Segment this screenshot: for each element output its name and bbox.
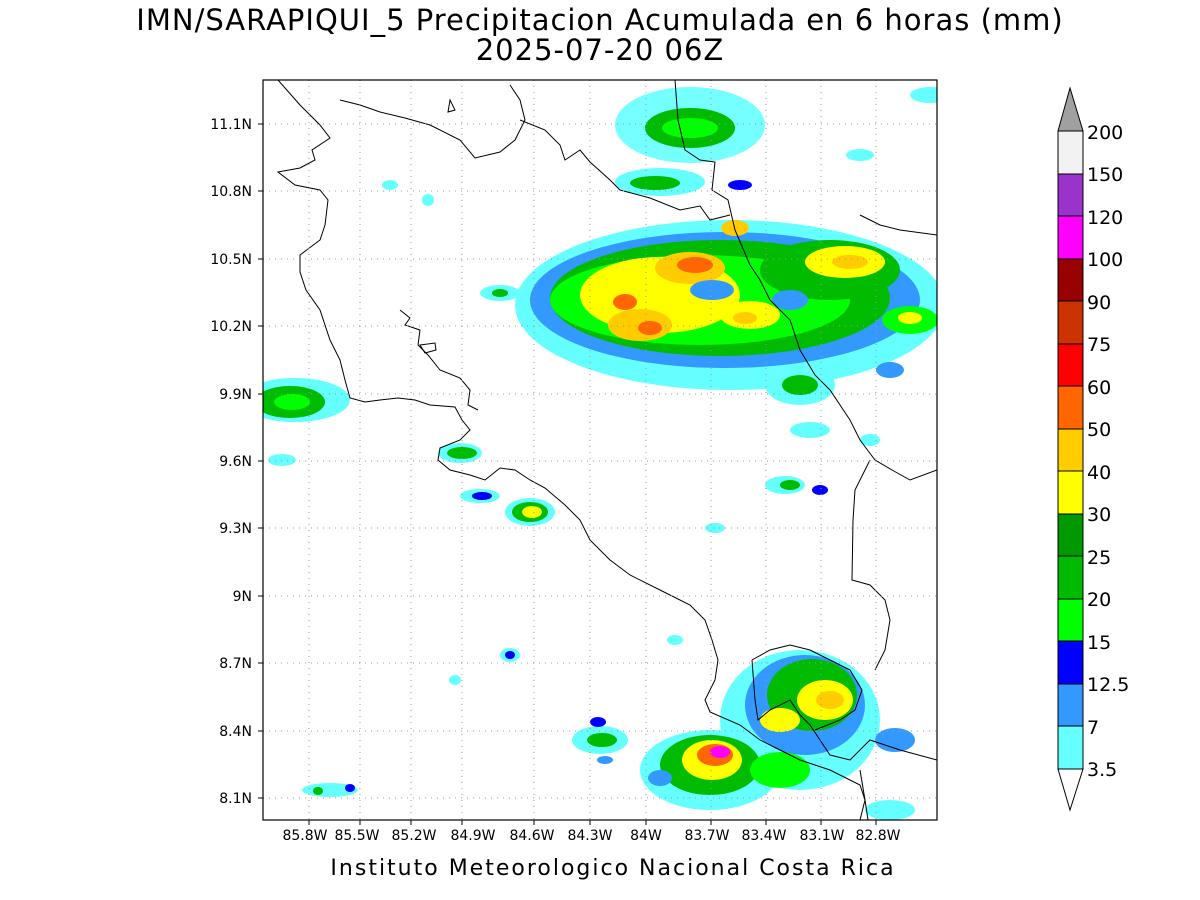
colorbar-swatch [1057,428,1084,472]
lon-label: 84.6W [509,828,554,844]
colorbar-swatch [1057,130,1084,175]
lat-label: 10.8N [210,184,252,200]
colorbar-swatch [1057,215,1084,260]
colorbar-label: 50 [1087,419,1111,441]
lat-label: 9.6N [219,454,252,470]
colorbar-swatch [1057,513,1084,557]
colorbar-swatch [1057,470,1084,515]
colorbar-label: 40 [1087,462,1111,484]
colorbar: 200 150 120 100 90 75 60 50 40 30 25 20 … [1057,86,1129,812]
lat-label: 9N [233,589,252,605]
lon-label: 85.5W [334,828,379,844]
lat-tick-labels: 11.1N 10.8N 10.5N 10.2N 9.9N 9.6N 9.3N 9… [210,117,252,807]
lon-label: 85.8W [282,828,327,844]
map-grid [263,80,937,820]
colorbar-label: 3.5 [1087,759,1117,781]
colorbar-swatch [1057,640,1084,685]
lat-tick-marks [258,123,263,799]
lon-label: 85.2W [391,828,436,844]
coastline [276,80,937,820]
lon-tick-marks [308,820,877,825]
lat-label: 10.2N [210,319,252,335]
lat-label: 8.1N [219,791,252,807]
colorbar-swatch [1057,385,1084,430]
lon-tick-labels: 85.8W 85.5W 85.2W 84.9W 84.6W 84.3W 84W … [282,828,900,844]
colorbar-label: 75 [1087,334,1111,356]
colorbar-swatch [1057,173,1084,217]
lon-label: 84W [630,828,662,844]
colorbar-label: 60 [1087,377,1111,399]
map-frame [262,79,938,821]
colorbar-label: 200 [1087,122,1123,144]
lon-label: 84.3W [567,828,612,844]
colorbar-label: 30 [1087,504,1111,526]
colorbar-swatch [1057,683,1084,727]
precip-field [263,87,937,820]
colorbar-label: 120 [1087,207,1123,229]
lon-label: 82.8W [855,828,900,844]
colorbar-swatch [1057,300,1084,345]
colorbar-label: 100 [1087,249,1123,271]
lat-label: 11.1N [210,117,252,133]
colorbar-swatch [1057,258,1084,302]
lon-label: 83.4W [741,828,786,844]
lat-label: 10.5N [210,252,252,268]
lon-label: 84.9W [450,828,495,844]
credit-footer: Instituto Meteorologico Nacional Costa R… [330,856,896,881]
map-title: IMN/SARAPIQUI_5 Precipitacion Acumulada … [136,3,1064,37]
colorbar-label: 150 [1087,164,1123,186]
colorbar-label: 25 [1087,547,1111,569]
lon-label: 83.1W [799,828,844,844]
colorbar-swatch [1057,343,1084,387]
colorbar-label: 7 [1087,717,1099,739]
colorbar-swatch [1057,598,1084,642]
colorbar-label: 90 [1087,292,1111,314]
colorbar-over-triangle [1057,86,1084,132]
colorbar-swatch [1057,725,1084,770]
colorbar-label: 20 [1087,589,1111,611]
lat-label: 8.7N [219,656,252,672]
lat-label: 8.4N [219,724,252,740]
lat-label: 9.3N [219,521,252,537]
colorbar-label: 12.5 [1087,674,1129,696]
lon-label: 83.7W [684,828,729,844]
colorbar-swatch [1057,555,1084,600]
colorbar-label: 15 [1087,632,1111,654]
colorbar-under-triangle [1057,768,1084,812]
map-date: 2025-07-20 06Z [475,33,725,67]
lat-label: 9.9N [219,387,252,403]
